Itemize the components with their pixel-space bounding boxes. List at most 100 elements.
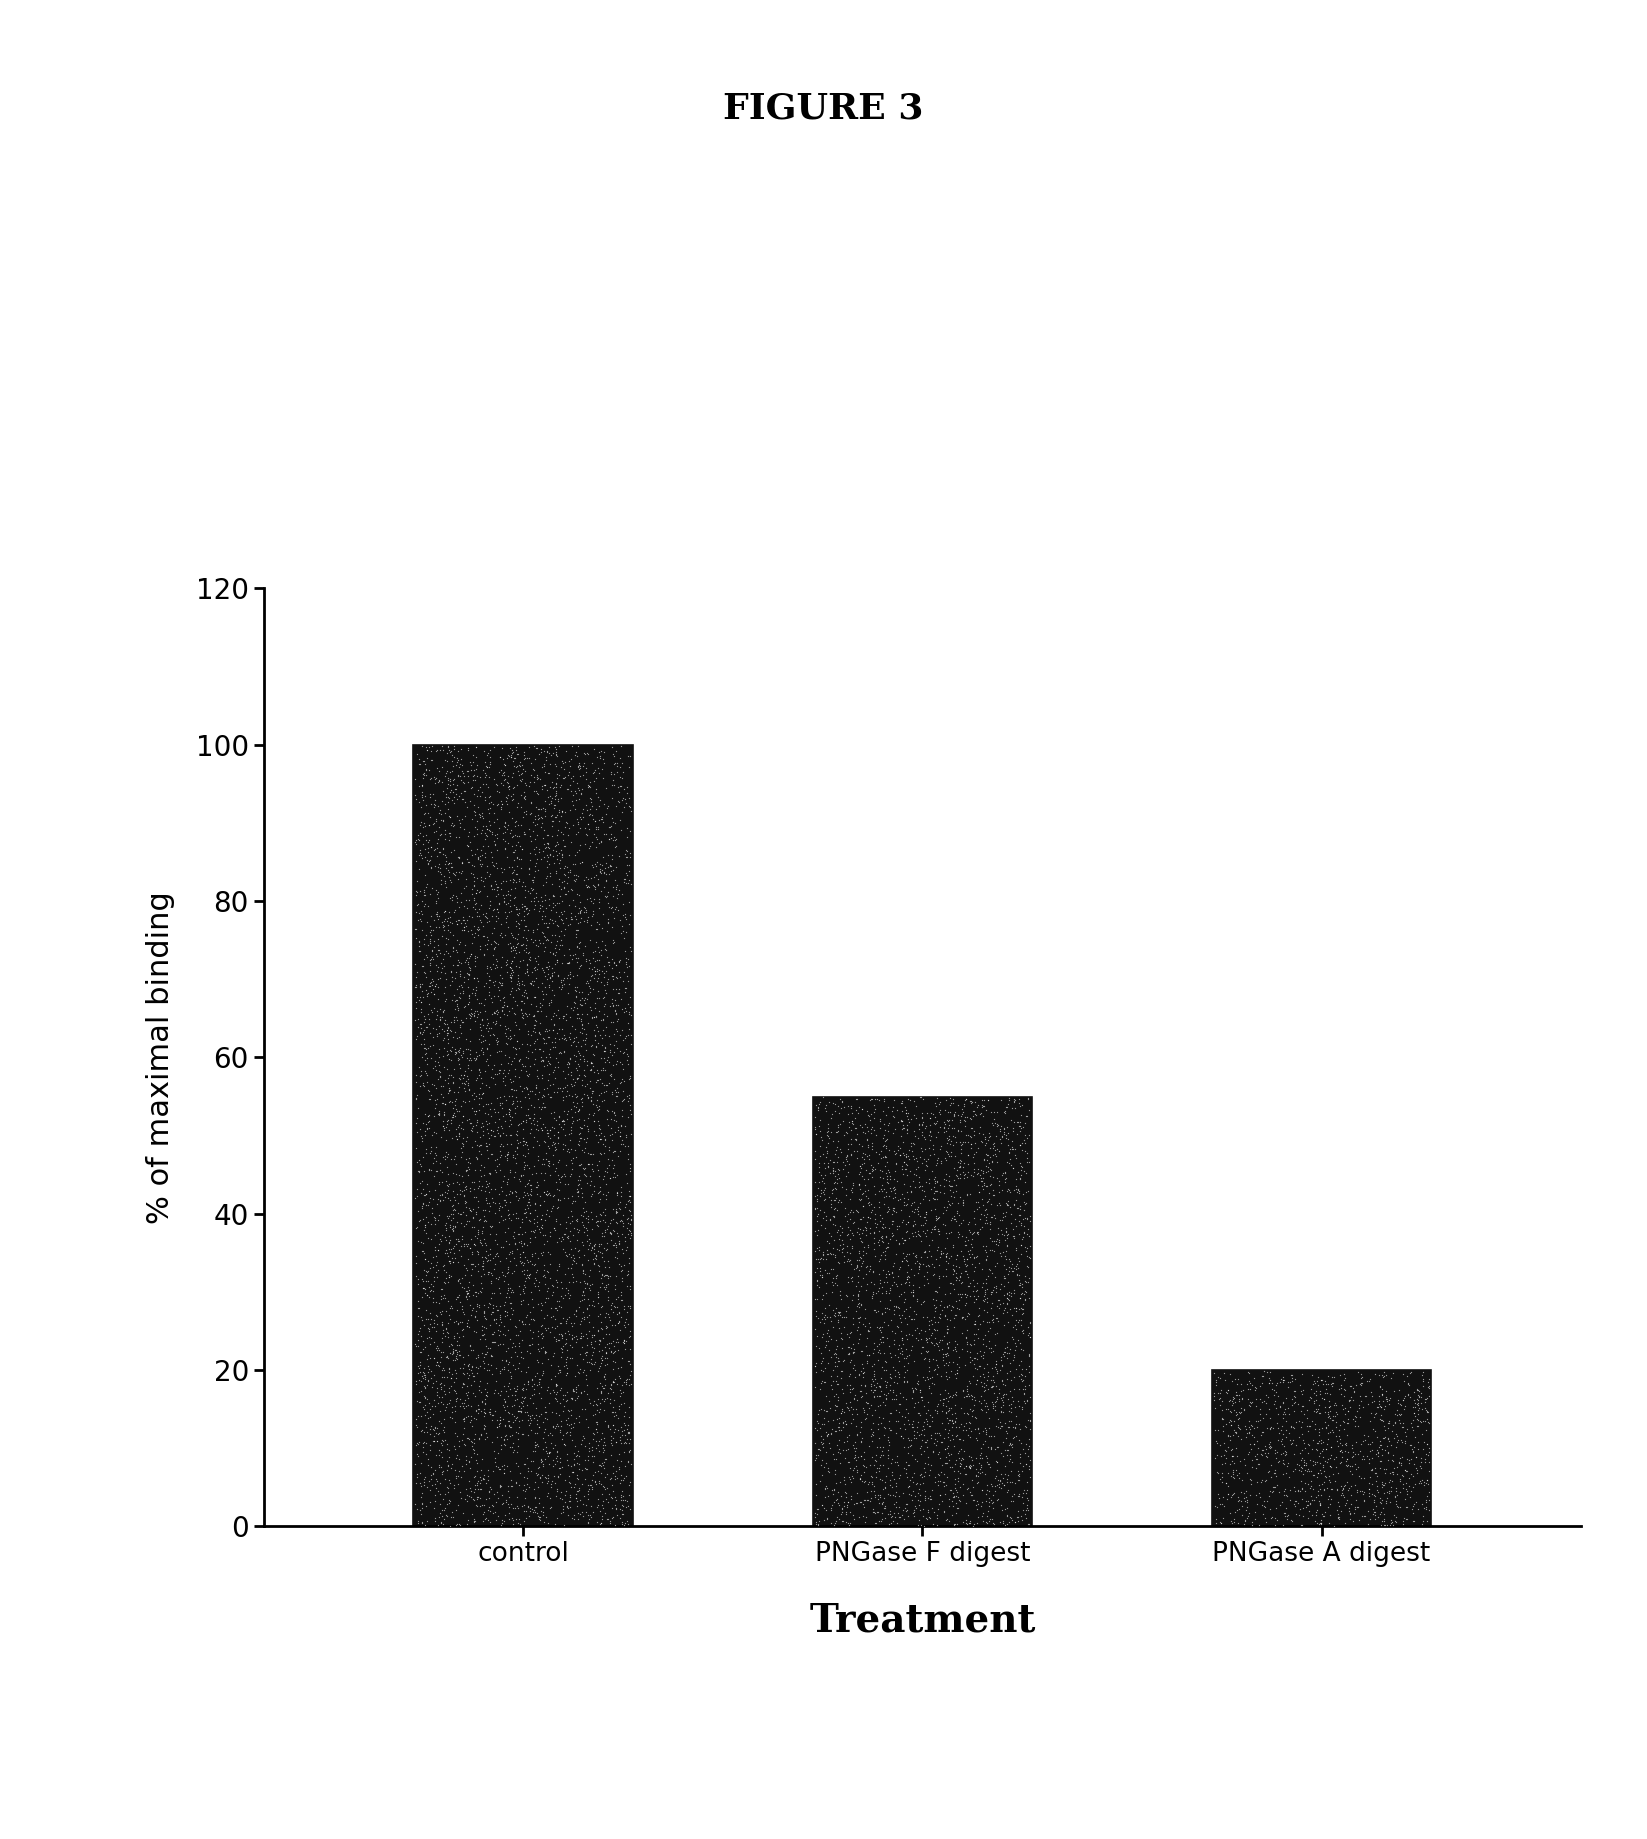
Point [990, 1271, 1016, 1300]
Point [417, 951, 443, 980]
Point [858, 1352, 884, 1381]
Point [593, 1048, 619, 1078]
Point [618, 982, 644, 1011]
Point [552, 1219, 578, 1249]
Point [838, 1263, 865, 1293]
Point [996, 1444, 1023, 1473]
Point [603, 1197, 629, 1227]
Point [608, 1256, 634, 1285]
Point [957, 1342, 983, 1372]
Point [517, 748, 544, 778]
Point [473, 839, 499, 868]
Point [598, 1079, 624, 1109]
Point [809, 1409, 835, 1438]
Point [557, 1267, 583, 1296]
Point [914, 1433, 940, 1462]
Point [433, 853, 460, 883]
Point [511, 1469, 537, 1499]
Point [562, 1451, 588, 1480]
Point [917, 1504, 944, 1534]
Point [590, 1341, 616, 1370]
Point [443, 936, 469, 965]
Point [557, 1284, 583, 1313]
Point [616, 1182, 642, 1212]
Point [1016, 1243, 1043, 1273]
Point [1372, 1510, 1398, 1539]
Point [616, 1188, 642, 1217]
Point [609, 1096, 636, 1125]
Point [527, 890, 553, 920]
Point [557, 1239, 583, 1269]
Point [553, 1344, 580, 1374]
Point [965, 1282, 991, 1311]
Point [871, 1131, 898, 1160]
Point [425, 1436, 451, 1466]
Point [492, 897, 519, 927]
Point [507, 1241, 534, 1271]
Point [855, 1469, 881, 1499]
Point [805, 1092, 832, 1122]
Point [446, 1331, 473, 1361]
Point [598, 1425, 624, 1455]
Point [985, 1484, 1011, 1513]
Point [415, 1468, 441, 1497]
Point [469, 1252, 496, 1282]
Point [552, 798, 578, 828]
Point [497, 1186, 524, 1216]
Point [558, 1322, 585, 1352]
Point [1262, 1458, 1288, 1488]
Point [919, 1184, 945, 1214]
Point [940, 1409, 967, 1438]
Point [907, 1420, 934, 1449]
Point [611, 1416, 637, 1445]
Point [422, 1440, 448, 1469]
Point [501, 942, 527, 971]
Point [1318, 1490, 1344, 1519]
Point [580, 758, 606, 787]
Point [1362, 1416, 1388, 1445]
Point [585, 1508, 611, 1537]
Point [427, 1228, 453, 1258]
Point [440, 743, 466, 772]
Point [604, 1464, 631, 1493]
Point [843, 1124, 870, 1153]
Point [478, 931, 504, 960]
Point [585, 977, 611, 1006]
Point [572, 1394, 598, 1423]
Point [866, 1444, 893, 1473]
Point [1342, 1495, 1369, 1525]
Point [497, 936, 524, 965]
Point [573, 1365, 600, 1394]
Point [486, 1149, 512, 1179]
Point [430, 1418, 456, 1447]
Point [861, 1208, 888, 1238]
Point [516, 1083, 542, 1113]
Point [540, 940, 567, 969]
Point [440, 1212, 466, 1241]
Point [484, 945, 511, 975]
Point [1000, 1221, 1026, 1251]
Point [851, 1486, 878, 1515]
Point [993, 1188, 1019, 1217]
Point [425, 767, 451, 796]
Point [562, 1296, 588, 1326]
Point [511, 1420, 537, 1449]
Point [484, 1296, 511, 1326]
Point [422, 1205, 448, 1234]
Point [432, 840, 458, 870]
Point [995, 1131, 1021, 1160]
Point [484, 1438, 511, 1468]
Point [581, 758, 608, 787]
Point [878, 1473, 904, 1502]
Point [550, 1381, 576, 1411]
Point [471, 1026, 497, 1056]
Point [506, 953, 532, 982]
Point [532, 802, 558, 831]
Point [544, 1370, 570, 1399]
Point [520, 761, 547, 791]
Point [993, 1092, 1019, 1122]
Point [507, 986, 534, 1015]
Point [926, 1089, 952, 1118]
Point [842, 1411, 868, 1440]
Point [563, 778, 590, 807]
